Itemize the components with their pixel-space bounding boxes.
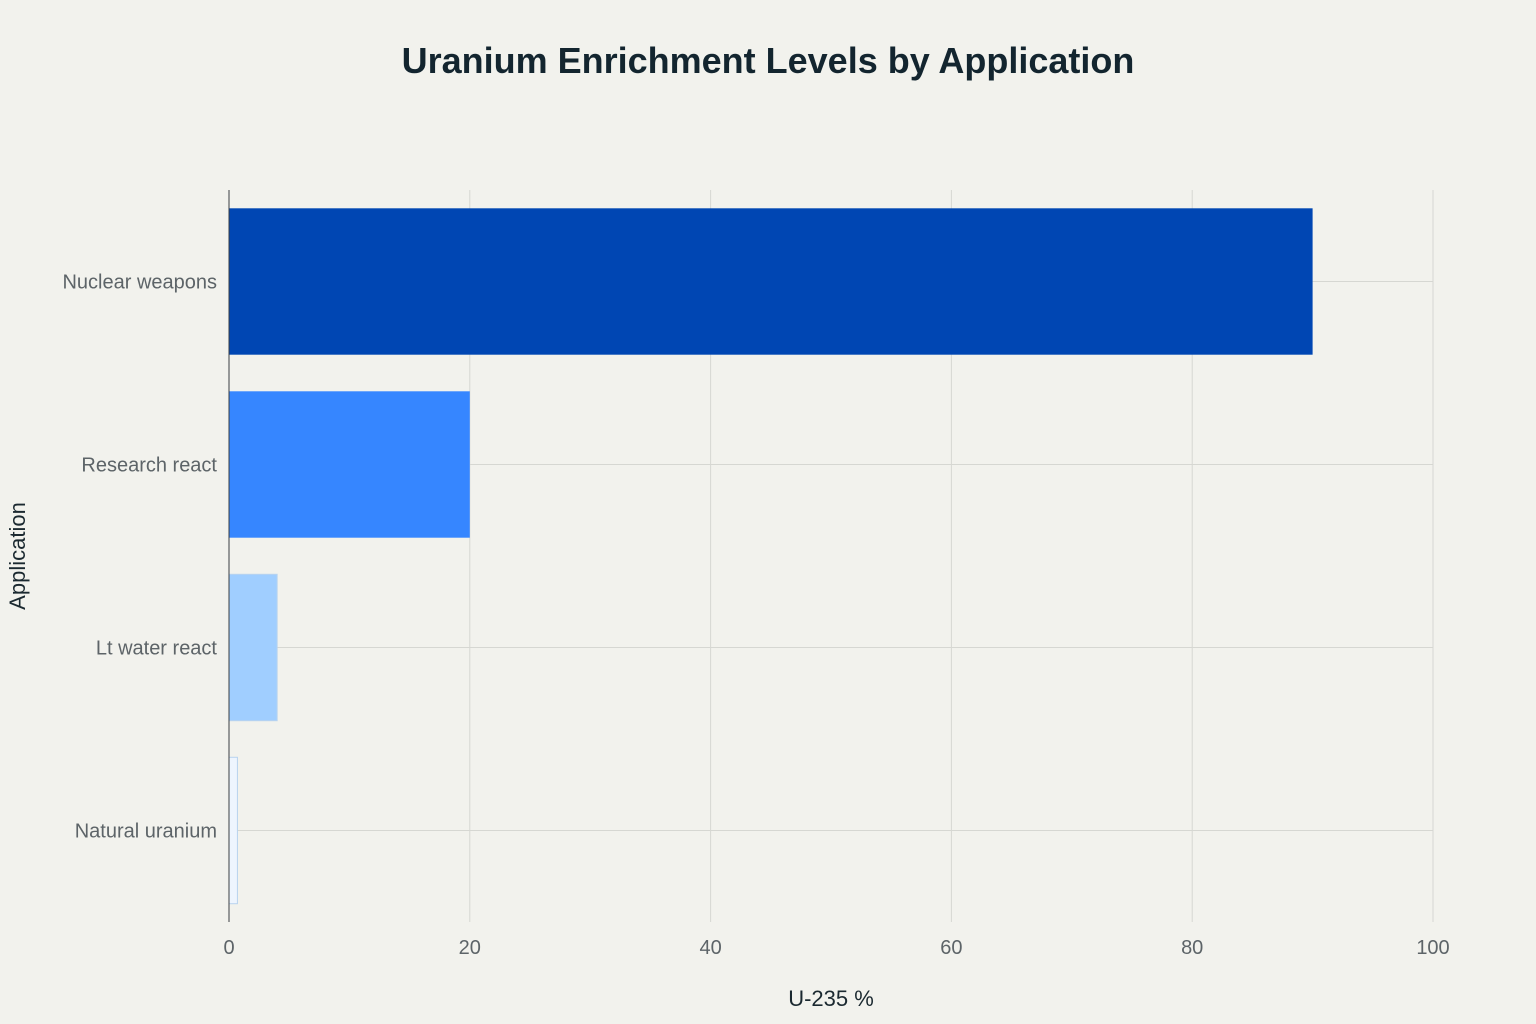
x-tick-label: 100 [1416, 937, 1449, 959]
x-tick-label: 20 [459, 937, 481, 959]
x-axis-title: U-235 % [788, 986, 874, 1011]
bar-layer [228, 208, 1313, 905]
bar [228, 756, 238, 905]
x-tick-label: 80 [1181, 937, 1203, 959]
bar [229, 391, 470, 538]
chart-title: Uranium Enrichment Levels by Application [401, 40, 1135, 81]
axis-layer: 0 20 40 60 80 100 Nuclear weapons Research reac… [62, 190, 1450, 959]
x-tick-label: 60 [940, 937, 962, 959]
bar [228, 573, 278, 722]
y-tick-label: Lt water react [96, 638, 218, 660]
bar [229, 208, 1313, 355]
y-axis-title: Application [5, 502, 30, 610]
x-tick-label: 40 [699, 937, 721, 959]
x-tick-label: 0 [223, 937, 234, 959]
y-tick-label: Nuclear weapons [62, 272, 217, 294]
y-tick-label: Natural uranium [75, 821, 217, 843]
y-tick-label: Research react [81, 455, 217, 477]
